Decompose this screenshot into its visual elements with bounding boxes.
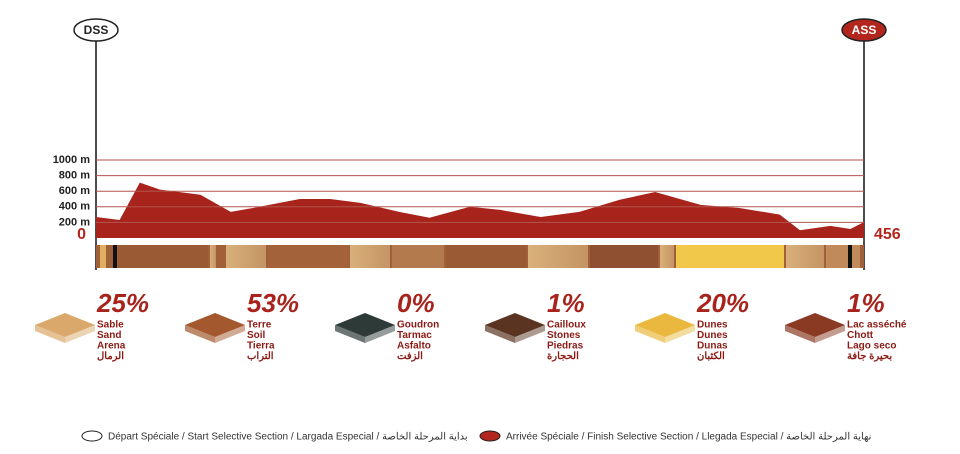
- terrain-label: Goudron: [397, 320, 439, 331]
- terrain-tile-side: [65, 325, 95, 343]
- legend-start-icon: [81, 430, 103, 442]
- terrain-label: Cailloux: [547, 320, 586, 331]
- terrain-label: التراب: [247, 351, 274, 362]
- terrain-label: Sable: [97, 320, 124, 331]
- terrain-label: Tarmac: [397, 330, 432, 341]
- terrain-tile-side: [185, 325, 215, 343]
- legend-finish-icon: [479, 430, 501, 442]
- terrain-label: الزفت: [397, 351, 423, 362]
- terrain-percent: 1%: [547, 288, 585, 318]
- start-label: DSS: [84, 23, 109, 37]
- terrain-percent: 53%: [247, 288, 299, 318]
- terrain-label: Dunes: [697, 320, 728, 331]
- terrain-label: Dunes: [697, 330, 728, 341]
- finish-label: ASS: [852, 23, 877, 37]
- terrain-tile-side: [635, 325, 665, 343]
- terrain-label: الرمال: [97, 351, 124, 362]
- start-badge: [73, 18, 119, 42]
- terrain-label: Sand: [97, 330, 121, 341]
- legend-start: Départ Spéciale / Start Selective Sectio…: [108, 432, 468, 443]
- finish-badge: [841, 18, 887, 42]
- terrain-tile-side: [35, 325, 65, 343]
- terrain-label: Dunas: [697, 341, 728, 352]
- terrain-label: Chott: [847, 330, 874, 341]
- terrain-tile-side: [365, 325, 395, 343]
- terrain-tile-side: [485, 325, 515, 343]
- terrain-label: Piedras: [547, 341, 584, 352]
- terrain-percent: 25%: [96, 288, 149, 318]
- terrain-label: Stones: [547, 330, 581, 341]
- terrain-label: بحيرة جافة: [847, 351, 892, 362]
- terrain-tile-side: [785, 325, 815, 343]
- elevation-area: [96, 182, 864, 238]
- terrain-tile-side: [335, 325, 365, 343]
- terrain-tile-side: [515, 325, 545, 343]
- terrain-label: Lac asséché: [847, 320, 907, 331]
- terrain-label: Tierra: [247, 341, 275, 352]
- y-tick-label: 400 m: [59, 201, 90, 213]
- terrain-label: Terre: [247, 320, 272, 331]
- terrain-percent: 1%: [847, 288, 885, 318]
- terrain-strip: [96, 245, 864, 268]
- terrain-label: Asfalto: [397, 341, 431, 352]
- y-tick-label: 1000 m: [53, 154, 91, 166]
- terrain-label: Lago seco: [847, 341, 896, 352]
- terrain-label: الكثبان: [697, 351, 725, 362]
- y-tick-label: 200 m: [59, 216, 90, 228]
- terrain-label: Soil: [247, 330, 266, 341]
- y-tick-label: 800 m: [59, 170, 90, 182]
- terrain-tile-side: [665, 325, 695, 343]
- legend-finish: Arrivée Spéciale / Finish Selective Sect…: [506, 432, 871, 443]
- x-tick-label: 0: [77, 226, 86, 243]
- terrain-tile-side: [215, 325, 245, 343]
- terrain-percent: 0%: [397, 288, 435, 318]
- x-tick-label: 456: [874, 226, 901, 243]
- terrain-label: الحجارة: [547, 351, 579, 362]
- terrain-tile-side: [815, 325, 845, 343]
- terrain-label: Arena: [97, 341, 126, 352]
- y-tick-label: 600 m: [59, 185, 90, 197]
- terrain-percent: 20%: [696, 288, 749, 318]
